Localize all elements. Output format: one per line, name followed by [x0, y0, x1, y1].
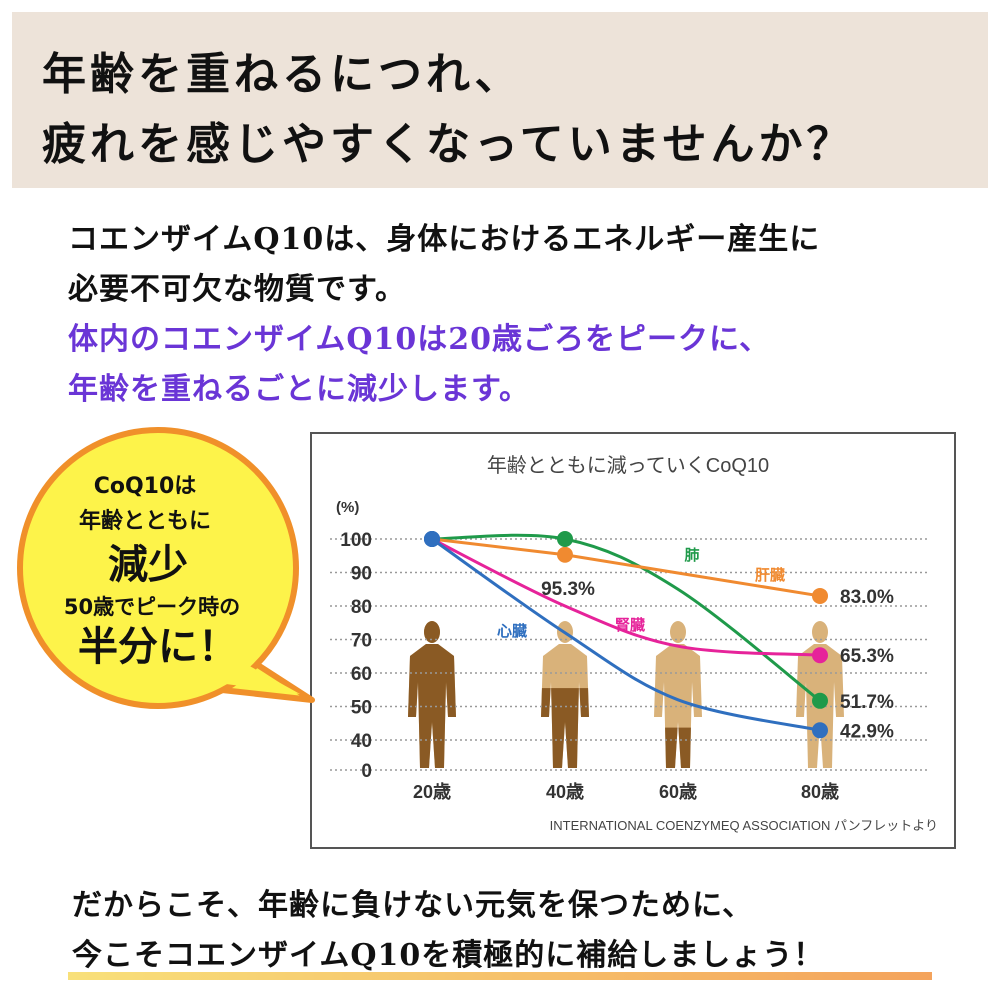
intro-line2: 必要不可欠な物質です。	[68, 272, 406, 307]
figure-body	[408, 621, 456, 768]
series-name-label: 腎臓	[615, 616, 645, 634]
x-tick-label: 20歳	[413, 782, 451, 802]
y-tick-label: 60	[351, 664, 372, 685]
series-line-心臓	[431, 537, 821, 732]
bubble-line5: 半分に！	[78, 624, 238, 670]
bubble-line2: 年齢とともに	[79, 508, 211, 534]
y-tick-label: 50	[351, 698, 372, 719]
intro-line1: コエンザイムQ10は、身体におけるエネルギー産生に	[68, 222, 821, 257]
human-figure	[541, 621, 589, 768]
data-point	[557, 531, 573, 547]
end-value-label: 83.0%	[840, 587, 894, 608]
intro-highlight-line1: 体内のコエンザイムQ10は20歳ごろをピークに、	[68, 322, 771, 357]
headline-line2: 疲れを感じやすくなっていませんか？	[42, 119, 855, 170]
bubble-line4: 50歳でピーク時の	[64, 595, 240, 619]
data-point	[812, 722, 828, 739]
y-tick-label: 40	[351, 731, 372, 752]
footer-underline	[68, 972, 932, 980]
chart-title: 年齢とともに減っていくCoQ10	[487, 454, 769, 477]
data-point	[812, 587, 828, 604]
y-tick-label: 90	[351, 564, 372, 585]
human-figures	[408, 621, 844, 768]
x-tick-label: 60歳	[659, 782, 697, 802]
y-tick-label: 100	[340, 530, 372, 551]
footer-line2: 今こそコエンザイムQ10を積極的に補給しましょう！	[72, 938, 825, 973]
x-tick-label: 80歳	[801, 782, 839, 802]
y-axis-unit: (%)	[336, 499, 359, 516]
bubble-line3: 減少	[108, 542, 188, 588]
figure-dark	[408, 621, 456, 768]
end-value-label: 65.3%	[840, 646, 894, 667]
end-value-label: 51.7%	[840, 692, 894, 713]
data-point	[557, 546, 573, 563]
series-lines	[424, 531, 828, 739]
end-value-label: 42.9%	[840, 721, 894, 742]
header-band	[12, 12, 988, 188]
data-point	[812, 647, 828, 664]
series-name-label: 肝臓	[755, 566, 785, 584]
footer-line1: だからこそ、年齢に負けない元気を保つために、	[72, 888, 754, 923]
series-name-label: 心臓	[497, 622, 527, 640]
figure-dark	[654, 727, 702, 768]
data-point	[812, 692, 828, 709]
y-tick-label: 80	[351, 597, 372, 618]
figure-body	[541, 621, 589, 768]
figure-dark	[541, 688, 589, 768]
data-labels: 心臓 42.9% 腎臓 65.3% 肝臓 83.0% 95.3% 肺 51.7%	[497, 546, 894, 742]
x-tick-label: 40歳	[546, 782, 584, 802]
headline-line1: 年齢を重ねるにつれ、	[42, 49, 523, 100]
chart-frame	[310, 432, 956, 849]
intro-highlight-line2: 年齢を重ねるごとに減少します。	[68, 372, 530, 407]
data-point	[424, 531, 440, 547]
y-axis: 100 90 80 70 60 50 40 0	[340, 530, 372, 782]
series-name-label: 肺	[684, 546, 699, 564]
grid	[330, 538, 930, 771]
x-axis: 20歳 40歳 60歳 80歳	[413, 782, 839, 802]
y-tick-label: 0	[361, 761, 372, 782]
series-line-腎臓	[431, 537, 821, 657]
speech-bubble: CoQ10は 年齢とともに 減少 50歳でピーク時の 半分に！	[17, 427, 315, 709]
human-figure	[408, 621, 456, 768]
y-tick-label: 70	[351, 631, 372, 652]
mid-value-label: 95.3%	[541, 579, 595, 600]
chart-source: INTERNATIONAL COENZYMEQ ASSOCIATION パンフレ…	[550, 818, 938, 833]
bubble-line1: CoQ10は	[94, 474, 197, 499]
